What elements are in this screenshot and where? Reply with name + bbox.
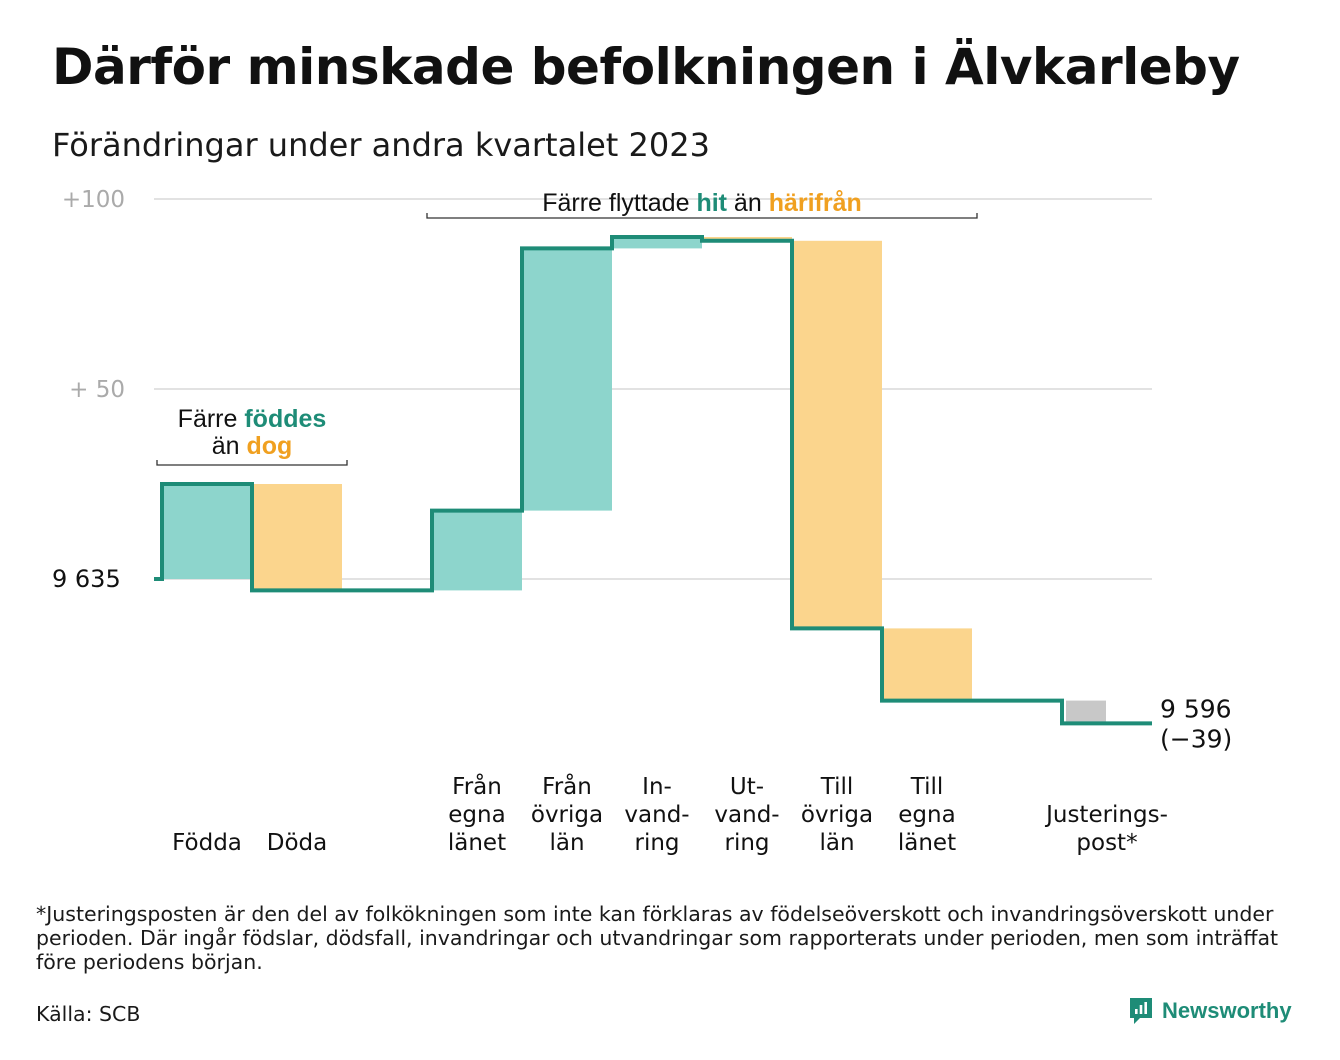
brand-name: Newsworthy — [1162, 998, 1292, 1023]
footnote: *Justeringsposten är den del av folkökni… — [36, 902, 1279, 974]
annotation-segment: än — [727, 189, 769, 217]
end-value-label: 9 596 — [1160, 694, 1232, 723]
annotation-births-line: Färre föddes — [178, 405, 327, 433]
category-label: vand- — [714, 802, 779, 828]
category-label: Från — [452, 772, 502, 800]
category-label: vand- — [624, 802, 689, 828]
source-text: Källa: SCB — [36, 1002, 141, 1026]
annotation-segment: härifrån — [769, 189, 862, 217]
brand-logo[interactable]: Newsworthy — [1128, 996, 1292, 1026]
newsworthy-logo-icon — [1130, 998, 1152, 1024]
category-label: Till — [820, 774, 854, 800]
running-total-line — [154, 235, 1152, 726]
start-value-label: 9 635 — [52, 565, 121, 593]
bar-negative-1 — [252, 484, 342, 591]
category-label: övriga — [531, 802, 603, 828]
category-label: ring — [724, 830, 769, 856]
category-label: Från — [542, 772, 592, 800]
bars — [162, 237, 1106, 724]
bar-negative-8 — [882, 628, 972, 701]
bar-positive-4 — [522, 248, 612, 511]
category-label: Justerings- — [1044, 802, 1168, 828]
bar-positive-5 — [612, 237, 702, 249]
category-label: länet — [898, 830, 956, 856]
annotation-segment: Färre — [178, 405, 245, 433]
annotation-segment: dog — [246, 432, 292, 460]
category-label: Födda — [172, 830, 242, 856]
bar-positive-0 — [162, 484, 252, 579]
annotation-bracket-migration — [426, 213, 978, 219]
category-label: länet — [448, 830, 506, 856]
annotation-segment: föddes — [244, 405, 326, 433]
bar-negative-7 — [792, 240, 882, 629]
category-label: In- — [642, 774, 672, 800]
category-label: län — [549, 830, 584, 856]
bar-positive-3 — [432, 510, 522, 591]
category-label: egna — [448, 802, 505, 828]
category-label: post* — [1076, 830, 1137, 856]
category-label: Ut- — [730, 774, 764, 800]
annotation-segment: Färre flyttade — [542, 189, 696, 217]
running-total-path — [154, 235, 1152, 726]
y-tick-label: +100 — [62, 187, 125, 213]
category-label: övriga — [801, 802, 873, 828]
annotation-births-line: än dog — [212, 432, 293, 460]
chart-subtitle: Förändringar under andra kvartalet 2023 — [52, 126, 710, 164]
annotation-migration-line: Färre flyttade hit än härifrån — [542, 189, 862, 217]
annotation-segment: hit — [696, 189, 727, 217]
category-label: Döda — [267, 830, 327, 856]
annotation-segment: än — [212, 432, 247, 460]
bar-adjustment-10 — [1066, 700, 1106, 724]
end-change-label: (−39) — [1160, 724, 1232, 753]
category-label: län — [819, 830, 854, 856]
chart-title: Därför minskade befolkningen i Älvkarleb… — [52, 38, 1240, 96]
y-tick-label: + 50 — [69, 377, 125, 403]
annotation-bracket-births — [156, 460, 348, 466]
category-label: ring — [634, 830, 679, 856]
category-label: egna — [898, 802, 955, 828]
category-label: Till — [910, 774, 944, 800]
